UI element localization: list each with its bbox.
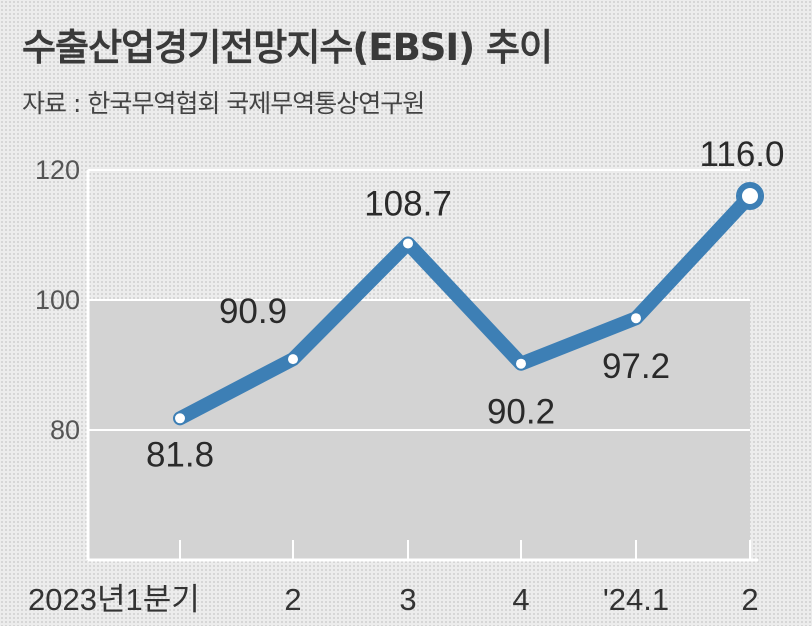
data-point-1 bbox=[175, 413, 185, 424]
x-tick-label-5: '24.1 bbox=[603, 582, 669, 617]
data-label-2: 90.9 bbox=[219, 292, 287, 331]
chart-title: 수출산업경기전망지수(EBSI) 추이 bbox=[22, 26, 552, 69]
data-label-6: 116.0 bbox=[700, 135, 785, 174]
data-label-4: 90.2 bbox=[487, 393, 555, 432]
data-point-4 bbox=[516, 358, 526, 369]
plot-area: 120 100 80 2023년1분기 2 3 4 '24.1 2 81.8 90.9 108.7 90… bbox=[28, 135, 785, 617]
data-label-5: 97.2 bbox=[602, 347, 670, 386]
chart-source: 자료 : 한국무역협회 국제무역통상연구원 bbox=[22, 89, 424, 118]
x-tick-label-6: 2 bbox=[741, 582, 758, 617]
data-point-3 bbox=[403, 238, 413, 249]
series-line bbox=[173, 189, 757, 426]
data-point-6 bbox=[736, 182, 764, 210]
x-tick-label-2: 2 bbox=[284, 582, 301, 617]
data-label-3: 108.7 bbox=[364, 184, 452, 223]
data-point-5 bbox=[631, 313, 641, 324]
y-tick-label-120: 120 bbox=[35, 155, 80, 185]
x-tick-label-4: 4 bbox=[512, 582, 529, 617]
x-tick-label-1: 2023년1분기 bbox=[28, 582, 200, 617]
x-tick-label-3: 3 bbox=[399, 582, 416, 617]
y-tick-label-100: 100 bbox=[35, 285, 80, 315]
data-label-1: 81.8 bbox=[146, 435, 214, 474]
y-tick-label-80: 80 bbox=[50, 415, 80, 445]
data-point-2 bbox=[288, 354, 298, 365]
